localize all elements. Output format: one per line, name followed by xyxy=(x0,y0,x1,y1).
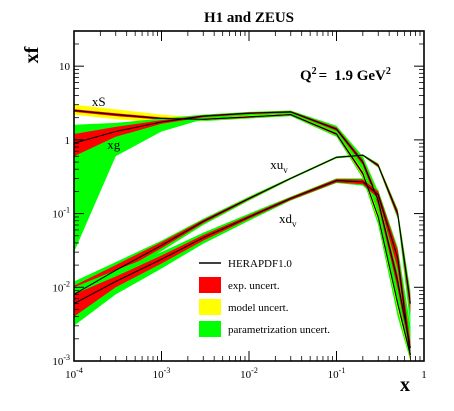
y-tick-exponent: -3 xyxy=(63,353,70,362)
x-tick-label: 10-1 xyxy=(328,366,346,381)
legend-label: exp. uncert. xyxy=(228,280,280,292)
q2-exponent: 2 xyxy=(312,66,317,77)
q2-equals: = xyxy=(319,68,328,84)
x-tick-base: 10 xyxy=(328,369,340,381)
x-tick-base: 10 xyxy=(65,369,77,381)
xS-central-line xyxy=(74,109,411,356)
y-tick-base: 1 xyxy=(65,135,71,147)
xuv-central-line xyxy=(74,154,411,304)
series-label-main: xu xyxy=(270,157,284,172)
series-label-xdv: xdv xyxy=(279,211,297,229)
legend: HERAPDF1.0 exp. uncert. model uncert. param… xyxy=(199,258,330,337)
q2-label: Q xyxy=(300,68,312,84)
xg-exp-band xyxy=(74,111,411,356)
y-tick-base: 10 xyxy=(59,61,71,73)
series-label-subscript: v xyxy=(283,165,288,175)
q2-annotation: Q2 = 1.9 GeV2 xyxy=(300,66,391,84)
chart-title: H1 and ZEUS xyxy=(204,10,294,26)
x-axis-ticks: 10-4 10-3 10-2 10-1 1 xyxy=(65,31,427,381)
series-label-main: xd xyxy=(279,211,293,226)
xg-central-line xyxy=(74,111,411,349)
y-tick-exponent: -2 xyxy=(63,279,70,288)
y-tick-label: 10-3 xyxy=(52,353,70,368)
x-tick-exponent: -2 xyxy=(251,366,258,375)
y-tick-exponent: -1 xyxy=(63,206,70,215)
x-tick-base: 10 xyxy=(240,369,252,381)
y-tick-base: 10 xyxy=(52,356,64,368)
series-label-main: xS xyxy=(92,94,106,109)
xdv-central-line xyxy=(74,180,411,356)
x-tick-base: 10 xyxy=(153,369,165,381)
legend-box-swatch xyxy=(199,277,221,293)
series-label-subscript: v xyxy=(292,219,297,229)
x-axis-label: x xyxy=(400,374,410,396)
series-label-main: xg xyxy=(107,137,121,152)
y-axis-label: xf xyxy=(21,46,43,63)
x-tick-exponent: -1 xyxy=(339,366,346,375)
y-tick-label: 10 xyxy=(59,61,71,73)
q2-unit-exponent: 2 xyxy=(386,66,391,77)
y-tick-label: 1 xyxy=(65,135,71,147)
x-tick-base: 1 xyxy=(421,369,427,381)
q2-value: 1.9 GeV xyxy=(334,68,386,84)
legend-label: parametrization uncert. xyxy=(228,324,330,336)
x-tick-exponent: -3 xyxy=(164,366,171,375)
x-tick-label: 10-2 xyxy=(240,366,258,381)
y-tick-label: 10-2 xyxy=(52,279,70,294)
legend-label: HERAPDF1.0 xyxy=(228,258,292,270)
legend-box-swatch xyxy=(199,321,221,337)
x-tick-label: 1 xyxy=(421,369,427,381)
legend-box-swatch xyxy=(199,299,221,315)
y-tick-label: 10-1 xyxy=(52,206,70,221)
x-tick-exponent: -4 xyxy=(76,366,83,375)
central-lines xyxy=(74,109,411,356)
series-label-xg: xg xyxy=(107,137,121,152)
series-label-xuv: xuv xyxy=(270,157,288,175)
legend-label: model uncert. xyxy=(228,302,289,314)
x-tick-label: 10-4 xyxy=(65,366,83,381)
y-tick-base: 10 xyxy=(52,209,64,221)
y-tick-base: 10 xyxy=(52,282,64,294)
xdv-exp-band xyxy=(74,179,411,361)
x-tick-label: 10-3 xyxy=(153,366,171,381)
series-label-xS: xS xyxy=(92,94,106,109)
